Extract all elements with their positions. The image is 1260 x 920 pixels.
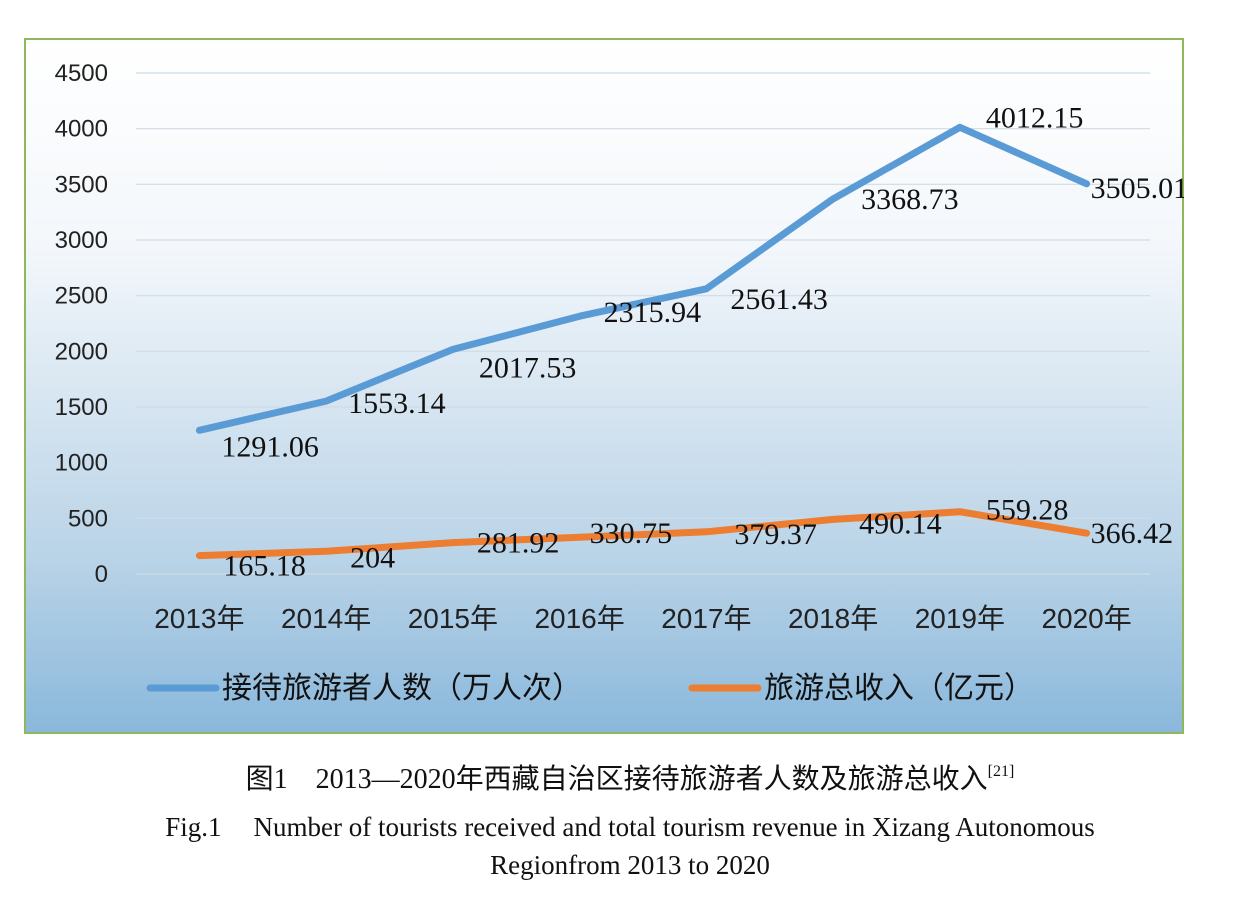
- y-tick-label: 4500: [55, 60, 108, 87]
- x-tick-label: 2014年: [281, 603, 371, 634]
- x-tick-label: 2020年: [1041, 603, 1131, 634]
- data-label: 3505.01: [1091, 172, 1184, 205]
- data-label: 165.18: [223, 550, 306, 583]
- caption-english: Fig.1 Number of tourists received and tot…: [0, 808, 1260, 884]
- y-tick-label: 4000: [55, 116, 108, 143]
- series-line-1: [195, 123, 1091, 434]
- line-chart: 0 500 1000 1500 2000 2500 3000 3500 4000 4500 2013…: [55, 60, 1184, 705]
- y-tick-label: 0: [95, 561, 108, 588]
- x-tick-label: 2018年: [788, 603, 878, 634]
- y-tick-label: 2000: [55, 338, 108, 365]
- y-tick-label: 1500: [55, 394, 108, 421]
- caption-chinese-title: 图1 2013—2020年西藏自治区接待旅游者人数及旅游总收入: [245, 764, 988, 795]
- data-label: 2315.94: [604, 296, 702, 329]
- data-label: 490.14: [859, 507, 942, 540]
- legend-label-2: 旅游总收入（亿元）: [764, 672, 1034, 705]
- data-label: 281.92: [477, 527, 560, 560]
- series-line-2: [195, 508, 1091, 560]
- data-label: 2017.53: [479, 351, 577, 384]
- x-tick-label: 2017年: [661, 603, 751, 634]
- caption-figure-number: Fig.1: [165, 812, 222, 842]
- figure-caption: 图1 2013—2020年西藏自治区接待旅游者人数及旅游总收入[21] Fig.…: [0, 752, 1260, 884]
- data-label: 2561.43: [730, 283, 828, 316]
- legend-label-1: 接待旅游者人数（万人次）: [222, 672, 582, 705]
- caption-english-title: Number of tourists received and total to…: [253, 812, 1095, 842]
- data-label: 559.28: [986, 494, 1069, 527]
- y-tick-label: 1000: [55, 450, 108, 477]
- data-label: 366.42: [1091, 517, 1174, 550]
- caption-english-title-line2: Regionfrom 2013 to 2020: [490, 850, 770, 880]
- data-label: 4012.15: [986, 101, 1084, 134]
- y-tick-label: 3000: [55, 227, 108, 254]
- y-tick-label: 500: [68, 505, 108, 532]
- caption-reference: [21]: [987, 763, 1015, 780]
- x-tick-label: 2013年: [154, 603, 244, 634]
- y-tick-label: 3500: [55, 171, 108, 198]
- chart-frame: [24, 38, 1184, 734]
- x-tick-label: 2016年: [534, 603, 624, 634]
- data-label: 1291.06: [221, 430, 319, 463]
- x-tick-label: 2019年: [915, 603, 1005, 634]
- data-label: 204: [350, 541, 395, 574]
- caption-chinese: 图1 2013—2020年西藏自治区接待旅游者人数及旅游总收入[21]: [0, 752, 1260, 800]
- data-label: 330.75: [590, 517, 673, 550]
- y-tick-label: 2500: [55, 283, 108, 310]
- data-label: 1553.14: [348, 387, 446, 420]
- x-tick-label: 2015年: [408, 603, 498, 634]
- data-label: 3368.73: [861, 183, 959, 216]
- data-label: 379.37: [734, 518, 817, 551]
